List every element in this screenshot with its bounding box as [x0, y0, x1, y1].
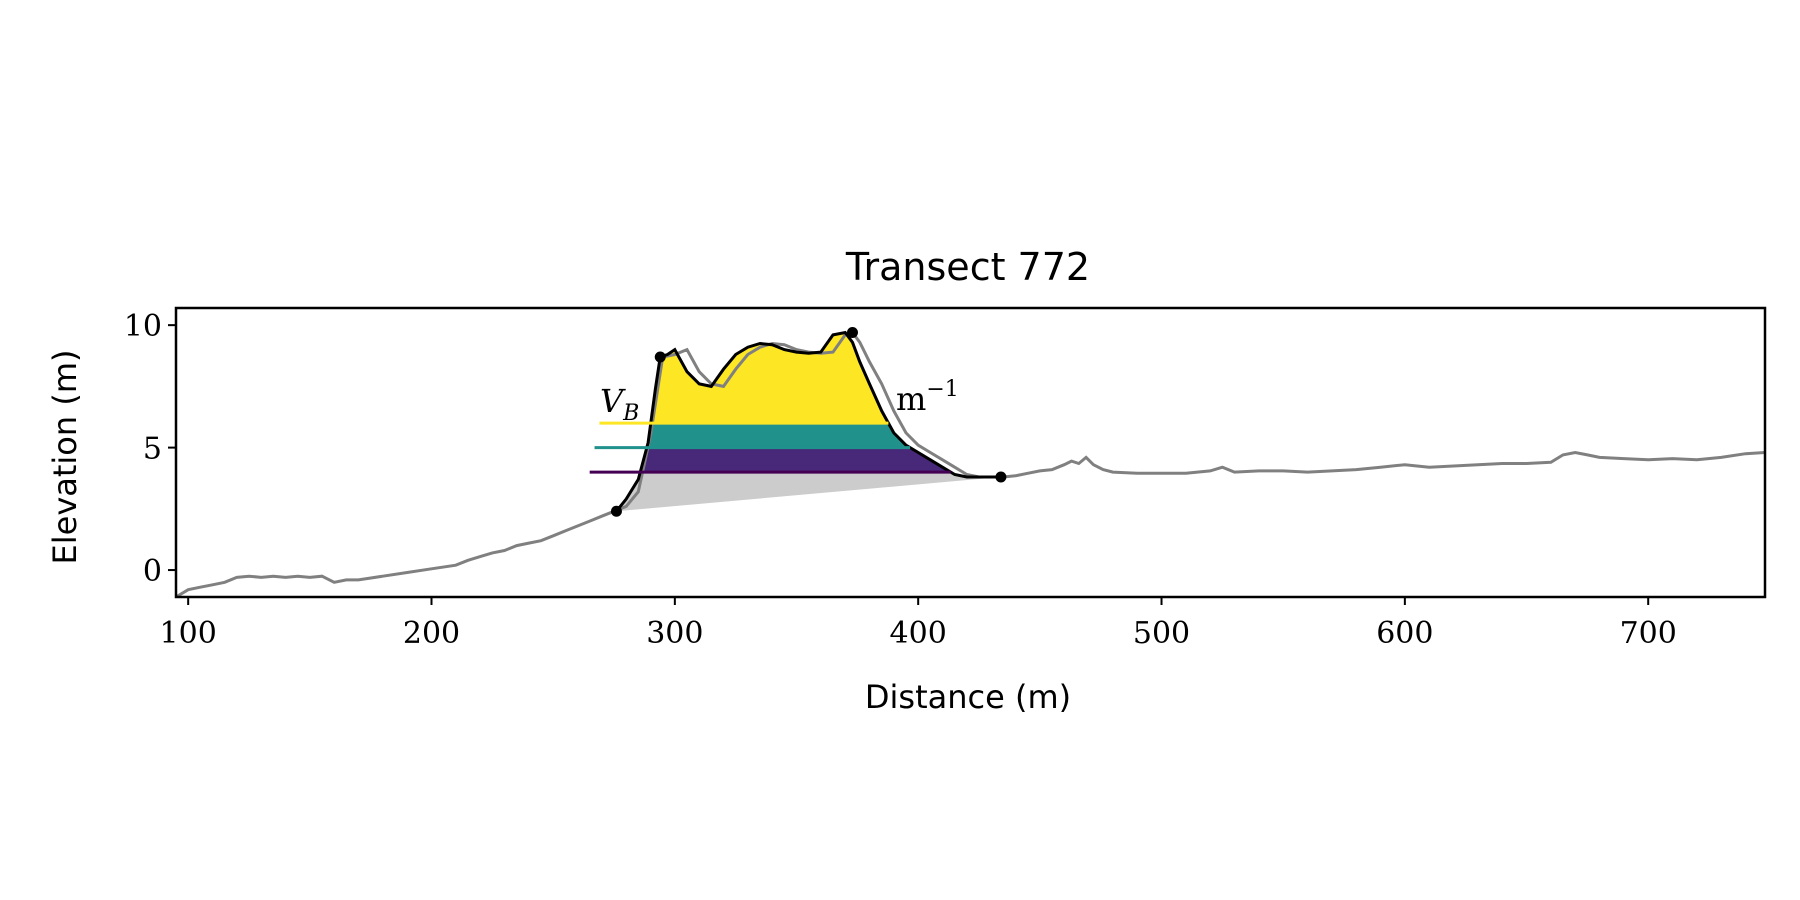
x-tick-label-600: 600: [1376, 616, 1433, 651]
plot-area: [176, 326, 1765, 597]
x-axis-label: Distance (m): [865, 678, 1071, 716]
x-axis: 100 200 300 400 500 600 700: [160, 597, 1677, 651]
annotation-vb: VB: [600, 382, 639, 426]
plot-frame: [174, 306, 1767, 599]
dune-marker-2: [654, 351, 666, 363]
x-tick-label-700: 700: [1620, 616, 1677, 651]
band-middle: [616, 423, 1001, 448]
elevation-profile-line: [176, 330, 1765, 597]
y-tick-label-5: 5: [143, 432, 162, 467]
dune-markers: [610, 326, 1007, 517]
band-upper: [616, 332, 1001, 424]
level-lines: [589, 421, 951, 474]
dune-marker-4: [995, 471, 1007, 483]
y-tick-label-10: 10: [124, 309, 162, 344]
x-tick-label-400: 400: [890, 616, 947, 651]
y-tick-label-0: 0: [143, 554, 162, 589]
y-axis-label: Elevation (m): [46, 350, 84, 565]
x-tick-label-300: 300: [646, 616, 703, 651]
dune-outline-line: [615, 330, 1001, 513]
x-tick-label-100: 100: [160, 616, 217, 651]
band-lower: [616, 447, 1001, 473]
dune-marker-3: [846, 326, 858, 338]
y-axis: 0 5 10: [124, 309, 176, 589]
x-tick-label-200: 200: [403, 616, 460, 651]
volume-bands: [616, 332, 1001, 473]
chart-title: Transect 772: [845, 245, 1090, 289]
dune-marker-1: [610, 505, 622, 517]
annotation-m-inverse: m−1: [896, 377, 959, 418]
x-tick-label-500: 500: [1133, 616, 1190, 651]
